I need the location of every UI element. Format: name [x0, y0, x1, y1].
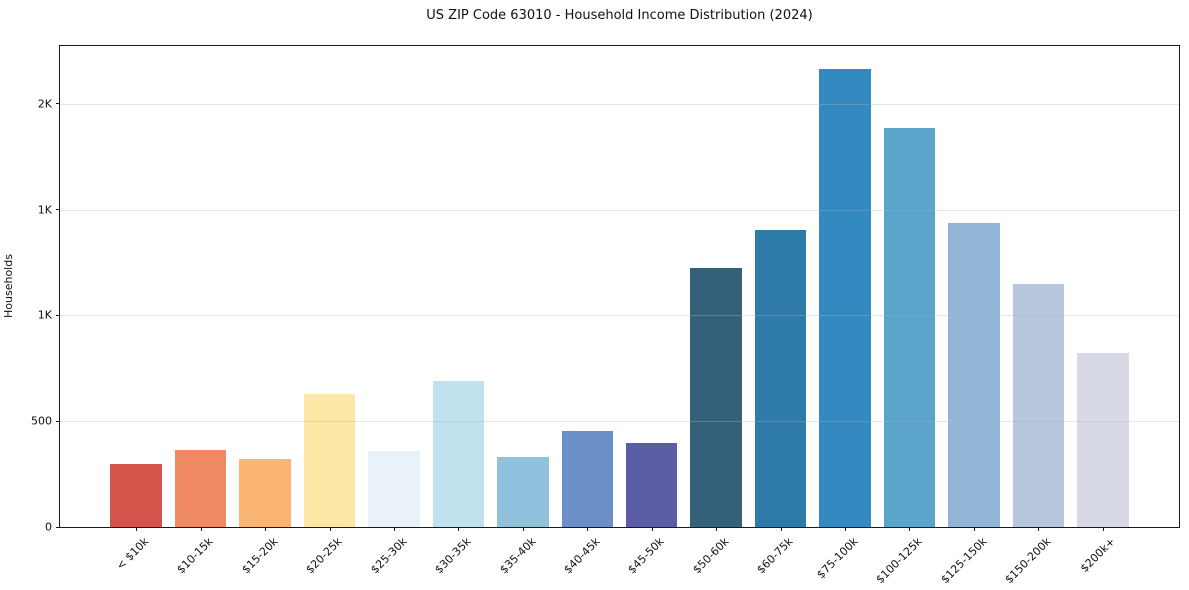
bar-slot [104, 46, 168, 527]
bar-< $10k [110, 463, 162, 527]
x-tick-mark [265, 527, 267, 531]
bar-slot [426, 46, 490, 527]
bar-$20-25k [303, 393, 356, 527]
x-tick-label-$125-150k: $125-150k [937, 535, 990, 587]
x-tick-label-$100-125k: $100-125k [873, 535, 925, 587]
y-tick-label: 0 [45, 520, 52, 534]
y-tick-label: 2K [37, 97, 52, 111]
x-tick-mark [1038, 527, 1040, 531]
y-axis-label: Households [2, 254, 15, 319]
x-tick-mark [1102, 527, 1104, 531]
x-tick-label-$10-15k: $10-15k [174, 535, 216, 577]
x-tick-mark [909, 527, 911, 531]
x-tick-label-$200k+: $200k+ [1077, 535, 1118, 576]
plot-area: 0 500 1K 1K 2K < $10k $10-15k $15-20k $20-25k $25… [31, 45, 1180, 586]
bar-$15-20k [239, 459, 291, 527]
bar-$50-60k [690, 267, 742, 527]
bar-$10-15k [174, 450, 227, 527]
y-tick-label: 1K [37, 308, 52, 322]
x-tick-mark [587, 527, 589, 531]
bar-$40-45k [561, 430, 614, 527]
bar-$30-35k [432, 380, 485, 527]
x-tick-mark [329, 527, 331, 531]
x-tick-label-$150-200k: $150-200k [1002, 535, 1054, 587]
x-tick-mark [780, 527, 782, 531]
x-tick-label-< $10k: < $10k [113, 535, 152, 573]
bar-$75-100k [819, 68, 871, 527]
chart-title: US ZIP Code 63010 - Household Income Dis… [426, 8, 813, 23]
bar-slot [168, 46, 232, 527]
bar-$125-150k [948, 223, 1000, 527]
x-tick-mark [393, 527, 395, 531]
bar-slot [748, 46, 812, 527]
x-tick-label-$25-30k: $25-30k [367, 535, 410, 577]
bar-slot [491, 46, 555, 527]
x-tick-label-$20-25k: $20-25k [303, 535, 345, 577]
x-tick-mark [845, 527, 847, 531]
x-tick-label-$40-45k: $40-45k [561, 535, 603, 577]
bar-slot [942, 46, 1006, 527]
x-tick-label-$30-35k: $30-35k [432, 535, 474, 577]
y-tick-mark [56, 314, 60, 316]
bar-$25-30k [368, 451, 420, 527]
x-tick-label-$75-100k: $75-100k [814, 535, 861, 582]
bar-$150-200k [1012, 283, 1065, 527]
x-tick-label-$60-75k: $60-75k [754, 535, 796, 577]
y-tick-label: 1K [37, 203, 52, 217]
y-tick-label: 500 [31, 414, 52, 428]
bar-slot [555, 46, 619, 527]
x-tick-mark [651, 527, 653, 531]
x-tick-label-$15-20k: $15-20k [239, 535, 281, 577]
y-tick-mark [56, 103, 60, 105]
bars-container [104, 46, 1135, 527]
x-tick-mark [136, 527, 138, 531]
bar-slot [1071, 46, 1135, 527]
bar-slot [362, 46, 426, 527]
y-tick-mark [56, 526, 60, 528]
x-tick-mark [458, 527, 460, 531]
y-tick-mark [56, 209, 60, 211]
y-tick-mark [56, 420, 60, 422]
bar-slot [813, 46, 877, 527]
x-tick-label-$50-60k: $50-60k [690, 535, 732, 577]
bar-slot [1006, 46, 1070, 527]
bar-$45-50k [625, 442, 678, 527]
bar-$60-75k [754, 229, 807, 527]
bar-slot [877, 46, 941, 527]
bar-$200k+ [1077, 353, 1129, 527]
bar-slot [297, 46, 361, 527]
bar-slot [620, 46, 684, 527]
bar-slot [233, 46, 297, 527]
bar-slot [684, 46, 748, 527]
x-tick-mark [200, 527, 202, 531]
x-tick-mark [522, 527, 524, 531]
x-tick-mark [973, 527, 975, 531]
bar-$100-125k [883, 128, 936, 527]
x-tick-mark [716, 527, 718, 531]
bar-$35-40k [497, 456, 549, 527]
x-tick-label-$35-40k: $35-40k [496, 535, 539, 577]
x-tick-label-$45-50k: $45-50k [625, 535, 667, 577]
